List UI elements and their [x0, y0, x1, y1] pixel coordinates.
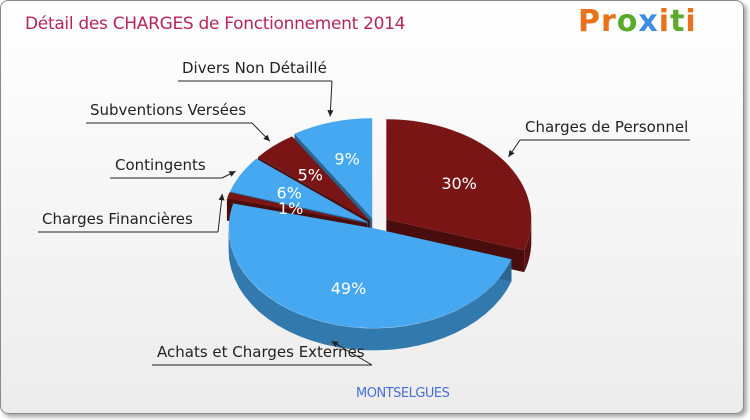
percent-labels: 30% 49% 1%6%5% 9% [277, 150, 477, 298]
logo-letter: r [601, 4, 617, 39]
pie-slice-1 [228, 203, 512, 329]
percent-label: 6% [277, 183, 302, 202]
percent-label: 1% [278, 199, 303, 218]
slice-label: Contingents [115, 156, 206, 174]
leader-arrow [228, 171, 236, 177]
pie-tops [226, 118, 532, 329]
logo-letter: t [670, 4, 686, 39]
leader-arrow [218, 193, 225, 201]
leader-arrow [331, 341, 339, 347]
slice-label: Charges Financières [42, 210, 193, 228]
leader-line [38, 193, 223, 233]
pie-slice-4 [258, 136, 370, 221]
logo-letter: x [638, 4, 659, 39]
leader-arrow [263, 134, 270, 142]
leader-lines [38, 80, 690, 366]
percent-label: 49% [331, 279, 367, 298]
chart-title: Détail des CHARGES de Fonctionnement 201… [25, 14, 406, 34]
leader-line [86, 122, 271, 142]
logo-letter: i [658, 4, 671, 39]
proxiti-logo: Proxiti [578, 4, 697, 39]
pie-slice-side [228, 228, 512, 351]
percent-label: 9% [334, 150, 359, 169]
percent-label: 5% [298, 165, 323, 184]
slice-labels: Charges de Personnel Achats et Charges Ex… [42, 59, 688, 361]
slice-label: Charges de Personnel [525, 118, 688, 136]
leader-line [508, 139, 690, 158]
pie-slice-2 [226, 192, 368, 224]
logo-letter: i [685, 4, 697, 39]
commune-name: MONTSELGUES [356, 386, 450, 401]
pie-slice-side [524, 219, 532, 273]
logo-letter: o [616, 4, 639, 39]
leader-line [152, 340, 373, 366]
slice-label: Subventions Versées [90, 101, 246, 119]
slice-label: Divers Non Détaillé [182, 59, 327, 77]
leader-arrow [508, 150, 515, 157]
pie-slice-3 [230, 158, 368, 223]
logo-letter: P [578, 4, 601, 39]
percent-label: 30% [441, 174, 477, 193]
pie-slice-5 [294, 118, 373, 219]
leader-arrow [327, 110, 334, 117]
pie-slice-0 [386, 119, 532, 251]
slice-label: Achats et Charges Externes [157, 343, 365, 361]
